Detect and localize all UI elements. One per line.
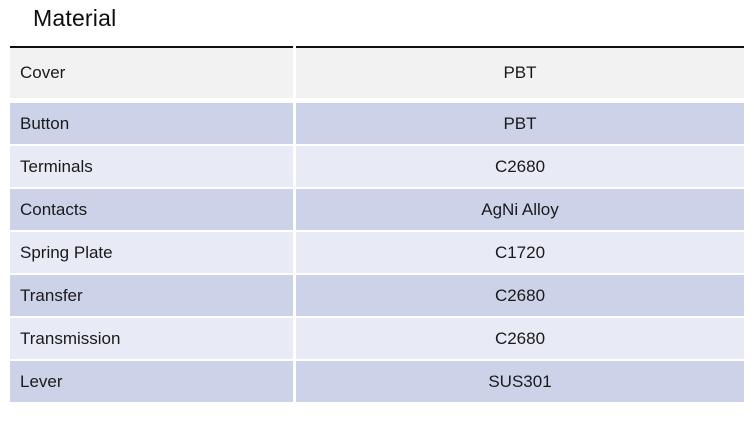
row-value-lever: SUS301 xyxy=(296,361,744,402)
table-row-button: Button PBT xyxy=(10,103,744,144)
row-value-spring-plate: C1720 xyxy=(296,232,744,273)
table-row-spring-plate: Spring Plate C1720 xyxy=(10,232,744,273)
row-value-cover: PBT xyxy=(296,46,744,98)
table-row-cover: Cover PBT xyxy=(10,46,744,98)
material-table: Cover PBT Button PBT Terminals C2680 Con… xyxy=(10,46,744,404)
table-row-transfer: Transfer C2680 xyxy=(10,275,744,316)
row-value-button: PBT xyxy=(296,103,744,144)
page-title: Material xyxy=(33,5,117,31)
row-label-lever: Lever xyxy=(10,361,293,402)
row-label-cover: Cover xyxy=(10,46,293,98)
row-label-contacts: Contacts xyxy=(10,189,293,230)
table-row-contacts: Contacts AgNi Alloy xyxy=(10,189,744,230)
row-label-transfer: Transfer xyxy=(10,275,293,316)
row-label-spring-plate: Spring Plate xyxy=(10,232,293,273)
row-value-transfer: C2680 xyxy=(296,275,744,316)
row-value-contacts: AgNi Alloy xyxy=(296,189,744,230)
table-row-transmission: Transmission C2680 xyxy=(10,318,744,359)
row-label-transmission: Transmission xyxy=(10,318,293,359)
row-value-terminals: C2680 xyxy=(296,146,744,187)
row-label-terminals: Terminals xyxy=(10,146,293,187)
row-value-transmission: C2680 xyxy=(296,318,744,359)
table-row-lever: Lever SUS301 xyxy=(10,361,744,402)
table-row-terminals: Terminals C2680 xyxy=(10,146,744,187)
row-label-button: Button xyxy=(10,103,293,144)
